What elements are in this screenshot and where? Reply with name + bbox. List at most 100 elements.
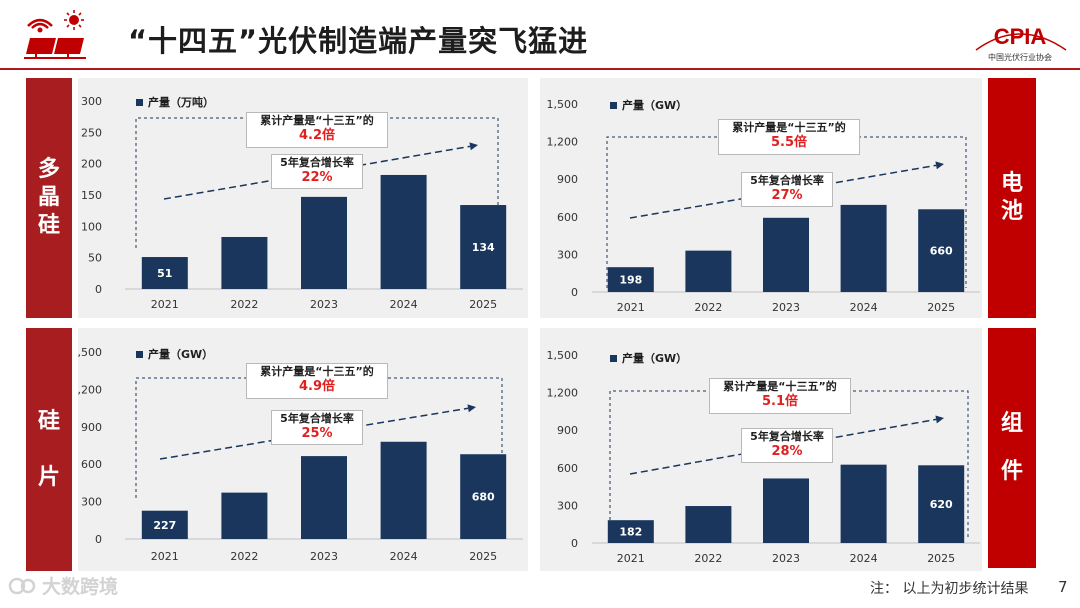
x-tick-label: 2023 (772, 552, 800, 565)
x-tick-label: 2022 (230, 550, 258, 563)
callout-cagr-value: 28% (771, 444, 803, 459)
x-tick-label: 2023 (772, 301, 800, 314)
bar (607, 520, 654, 543)
data-label: 660 (930, 245, 953, 258)
chart-polysilicon: 0 50 100 150 200 250 300 2021 51 2022 2023 2024 2025… (81, 95, 523, 311)
x-tick-label: 2021 (151, 298, 179, 311)
y-tick-label: 50 (88, 252, 102, 265)
x-tick-label: 2025 (469, 298, 497, 311)
callout-cumulative-text: 累计产量是“十三五”的 (723, 380, 837, 393)
chart-panel-module: 0 300 600 900 1,200 1,500 2021 182 2022 2023 2024 2… (540, 328, 982, 571)
y-tick-label: 0 (571, 286, 578, 299)
bar (380, 174, 427, 289)
x-tick-label: 2025 (469, 550, 497, 563)
x-tick-label: 2024 (390, 298, 418, 311)
callout-cumulative: 累计产量是“十三五”的 5.5倍 (718, 119, 860, 155)
y-tick-label: 1,500 (78, 346, 102, 359)
x-tick-label: 2024 (390, 550, 418, 563)
chart-legend: 产量（GW） (610, 350, 687, 366)
bar (460, 454, 507, 539)
callout-cagr-value: 22% (301, 170, 333, 185)
bar (840, 204, 887, 292)
bar (918, 209, 965, 292)
solar-house-logo-icon (24, 10, 86, 59)
title-divider (0, 68, 1080, 70)
growth-arrow-head (935, 415, 944, 424)
data-label: 182 (619, 526, 642, 539)
watermark-logo-icon (8, 577, 36, 594)
side-label-module: 组 件 (988, 328, 1036, 568)
legend-swatch (136, 350, 143, 358)
chart-panel-wafer: 0 300 600 900 1,200 1,500 2021 227 2022 2023 2024 2… (78, 328, 528, 571)
chart-panel-cell: 0 300 600 900 1,200 1,500 2021 198 2022 2023 2024 2… (540, 78, 982, 318)
data-label: 620 (930, 498, 953, 511)
side-label-polysilicon-char: 硅 (37, 213, 60, 238)
callout-cumulative-text: 累计产量是“十三五”的 (732, 121, 846, 134)
y-tick-label: 1,200 (78, 383, 102, 396)
bar (607, 267, 654, 292)
footnote: 注： 以上为初步统计结果 (870, 581, 1029, 597)
legend-swatch (610, 354, 617, 362)
y-tick-label: 300 (557, 248, 578, 261)
side-label-wafer-char: 硅 (37, 408, 60, 434)
y-tick-label: 0 (95, 533, 102, 546)
side-label-wafer: 硅 片 (26, 328, 72, 571)
data-label: 680 (472, 491, 495, 504)
callout-cagr: 5年复合增长率 25% (271, 410, 363, 445)
legend-label: 产量（GW） (622, 99, 688, 112)
callout-cagr-text: 5年复合增长率 (280, 156, 354, 169)
y-tick-label: 600 (81, 458, 102, 471)
y-tick-label: 600 (557, 211, 578, 224)
callout-cagr: 5年复合增长率 27% (741, 172, 833, 207)
x-tick-label: 2021 (151, 550, 179, 563)
x-tick-label: 2023 (310, 298, 338, 311)
growth-arrow-head (467, 404, 476, 413)
growth-arrow-head (469, 142, 478, 151)
y-tick-label: 600 (557, 462, 578, 475)
legend-label: 产量（GW） (622, 352, 688, 365)
growth-arrow-head (935, 161, 944, 170)
callout-cagr-value: 27% (771, 188, 803, 203)
bar (685, 506, 732, 543)
bar (763, 217, 809, 292)
page-number: 7 (1058, 578, 1068, 596)
y-tick-label: 200 (81, 158, 102, 171)
side-label-module-char: 件 (1000, 459, 1023, 484)
x-tick-label: 2021 (617, 552, 645, 565)
side-label-module-char: 组 (1000, 411, 1023, 436)
y-tick-label: 900 (557, 424, 578, 437)
chart-panel-polysilicon: 0 50 100 150 200 250 300 2021 51 2022 2023 2024 2025… (78, 78, 528, 318)
x-tick-label: 2023 (310, 550, 338, 563)
chart-cell: 0 300 600 900 1,200 1,500 2021 198 2022 2023 2024 2… (547, 98, 980, 314)
page-title: “十四五”光伏制造端产量突飞猛进 (128, 24, 589, 58)
data-label: 51 (157, 267, 172, 280)
callout-cumulative: 累计产量是“十三五”的 4.9倍 (246, 363, 388, 399)
x-tick-label: 2024 (850, 552, 878, 565)
bar (840, 464, 887, 543)
side-label-cell-char: 电 (1000, 171, 1023, 196)
callout-cumulative-value: 5.1倍 (761, 394, 799, 409)
y-tick-label: 300 (81, 496, 102, 509)
y-tick-label: 0 (95, 283, 102, 296)
cpia-logo-subtitle: 中国光伏行业协会 (988, 52, 1052, 62)
callout-cagr-text: 5年复合增长率 (750, 174, 824, 187)
legend-label: 产量（万吨） (148, 96, 214, 109)
legend-swatch (136, 98, 143, 106)
callout-cagr: 5年复合增长率 22% (271, 154, 363, 189)
x-tick-label: 2022 (694, 552, 722, 565)
y-tick-label: 900 (557, 173, 578, 186)
y-tick-label: 1,500 (547, 98, 579, 111)
bar (685, 250, 732, 292)
y-tick-label: 150 (81, 189, 102, 202)
cpia-logo: CPIA 中国光伏行业协会 (975, 24, 1067, 62)
y-tick-label: 100 (81, 220, 102, 233)
chart-module: 0 300 600 900 1,200 1,500 2021 182 2022 2023 2024 2… (547, 349, 980, 565)
bar (301, 456, 347, 539)
side-label-polysilicon-char: 多 (37, 157, 60, 182)
side-label-polysilicon: 多 晶 硅 (26, 78, 72, 318)
x-tick-label: 2022 (230, 298, 258, 311)
watermark-text: 大数跨境 (42, 576, 119, 598)
callout-cumulative: 累计产量是“十三五”的 4.2倍 (246, 112, 388, 148)
callout-cagr-text: 5年复合增长率 (280, 412, 354, 425)
callout-cumulative: 累计产量是“十三五”的 5.1倍 (709, 378, 851, 414)
